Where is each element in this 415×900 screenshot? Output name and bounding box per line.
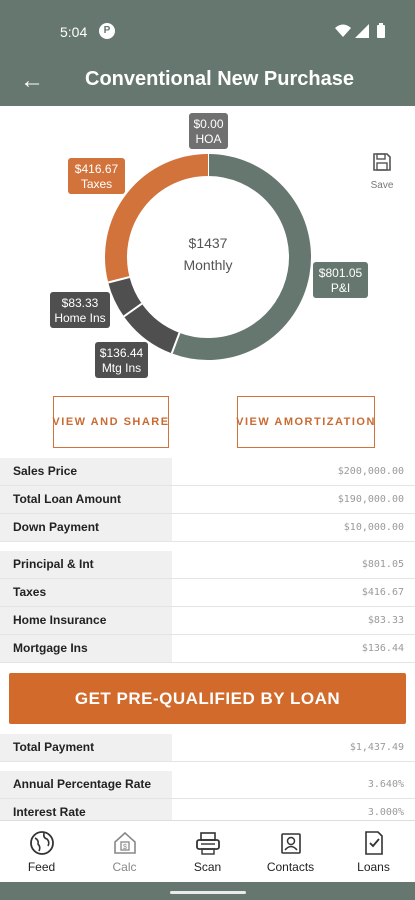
table-row: Annual Percentage Rate 3.640% — [0, 771, 415, 799]
chart-slice-mtg-ins — [123, 303, 180, 354]
battery-icon — [377, 25, 385, 38]
row-label: Down Payment — [0, 514, 172, 541]
status-time: 5:04 — [60, 24, 88, 40]
callout-amount: $0.00 — [193, 117, 223, 131]
table-row: Total Payment $1,437.49 — [0, 734, 415, 762]
callout-amount: $416.67 — [75, 162, 119, 176]
callout-box — [50, 292, 110, 328]
callout-amount: $83.33 — [62, 296, 99, 310]
chart-slice-taxes — [105, 154, 209, 283]
chart-slice-separator — [123, 302, 143, 318]
callout-box — [313, 262, 368, 298]
nav-item-contacts[interactable]: Contacts — [249, 821, 332, 883]
app-bar: ← Conventional New Purchase — [0, 58, 415, 106]
view-and-share-button[interactable]: VIEW AND SHARE — [52, 396, 169, 448]
nav-item-calc[interactable]: $ Calc — [83, 821, 166, 883]
row-value: $83.33 — [367, 615, 404, 626]
status-bar: 5:04 P — [0, 0, 415, 58]
table-row: Home Insurance $83.33 — [0, 607, 415, 635]
row-label: Home Insurance — [0, 607, 172, 634]
arrow-left-icon: ← — [20, 67, 44, 94]
globe-icon — [29, 831, 54, 855]
nav-item-scan[interactable]: Scan — [166, 821, 249, 883]
chart-slice-p-i — [171, 154, 311, 360]
row-value: $416.67 — [361, 587, 404, 598]
row-label: Total Loan Amount — [0, 486, 172, 513]
nav-label: Loans — [357, 860, 390, 874]
table-row: Sales Price $200,000.00 — [0, 458, 415, 486]
svg-text:$: $ — [123, 844, 127, 851]
row-value: 3.000% — [367, 807, 404, 818]
table-row: Principal & Int $801.05 — [0, 551, 415, 579]
callout-box — [95, 342, 148, 378]
nav-label: Feed — [27, 860, 56, 874]
row-value: $10,000.00 — [343, 522, 404, 533]
chart-slice-separator — [107, 276, 130, 284]
system-status-icons — [335, 23, 385, 38]
row-value: 3.640% — [367, 779, 404, 790]
row-label: Principal & Int — [0, 551, 172, 578]
payment-chart: $1437 Monthly $801.05 P&I $136.44 Mtg Ins $8… — [0, 106, 415, 454]
table-row: Total Loan Amount $190,000.00 — [0, 486, 415, 514]
row-value: $190,000.00 — [337, 494, 404, 505]
callout-label: Home Ins — [54, 311, 105, 325]
table-row: Mortgage Ins $136.44 — [0, 635, 415, 663]
nav-label: Scan — [193, 860, 222, 874]
calculator-house-icon: $ — [113, 831, 136, 854]
chart-slice-separator — [170, 332, 181, 354]
nav-label: Calc — [112, 860, 137, 874]
view-amortization-button[interactable]: VIEW AMORTIZATION — [236, 396, 375, 448]
chart-center-value: $1437 — [189, 235, 228, 251]
save-label: Save — [370, 180, 394, 191]
bottom-navigation: Feed $ Calc Scan Contacts Loans — [0, 820, 415, 882]
signal-icon — [355, 24, 369, 38]
row-value: $801.05 — [361, 559, 404, 570]
callout-amount: $136.44 — [100, 346, 144, 360]
callout-box — [68, 158, 125, 194]
table-row: Taxes $416.67 — [0, 579, 415, 607]
row-value: $136.44 — [361, 643, 404, 654]
save-button[interactable]: Save — [364, 152, 400, 191]
gesture-bar — [0, 882, 415, 900]
nav-item-loans[interactable]: Loans — [332, 821, 415, 883]
row-label: Mortgage Ins — [0, 635, 172, 662]
nav-item-feed[interactable]: Feed — [0, 821, 83, 883]
callout-amount: $801.05 — [319, 266, 363, 280]
callout-label: Mtg Ins — [102, 361, 141, 375]
row-value: $200,000.00 — [337, 466, 404, 477]
get-prequalified-button[interactable]: GET PRE-QUALIFIED BY LOAN — [9, 673, 406, 724]
back-button[interactable]: ← — [12, 62, 52, 102]
row-label: Taxes — [0, 579, 172, 606]
callout-label: P&I — [331, 281, 350, 295]
table-row: Down Payment $10,000.00 — [0, 514, 415, 542]
row-label: Total Payment — [0, 734, 172, 761]
nav-label: Contacts — [266, 860, 315, 874]
callout-label: Taxes — [81, 177, 112, 191]
app-notification-icon: P — [99, 23, 115, 39]
page-title: Conventional New Purchase — [85, 68, 354, 90]
chart-slice-home-ins — [108, 276, 143, 317]
row-label: Sales Price — [0, 458, 172, 485]
callout-label: HOA — [195, 132, 221, 146]
floppy-disk-icon — [373, 153, 391, 171]
row-label: Annual Percentage Rate — [0, 771, 172, 798]
chart-callout-p-i: $801.05P&I — [313, 262, 368, 298]
callout-box — [189, 113, 228, 149]
wifi-icon — [335, 24, 351, 37]
home-indicator — [170, 891, 246, 894]
loan-document-icon — [364, 831, 383, 855]
contact-card-icon — [280, 833, 301, 854]
scanner-icon — [195, 832, 220, 855]
row-value: $1,437.49 — [349, 742, 404, 753]
chart-center-label: Monthly — [183, 257, 232, 273]
